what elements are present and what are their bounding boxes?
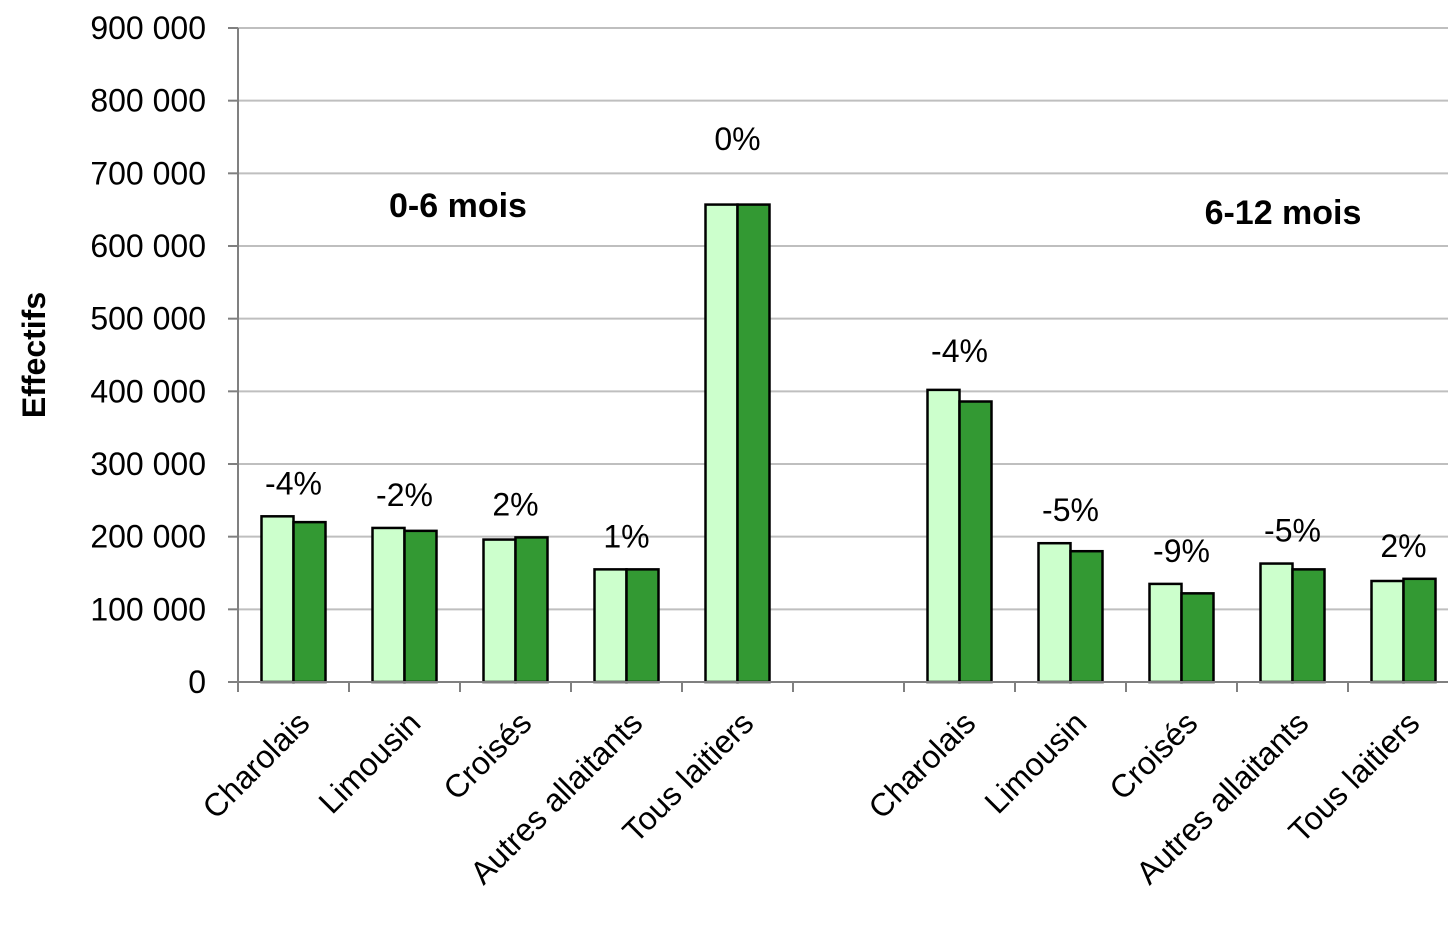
bar <box>1291 568 1326 684</box>
bars <box>260 203 1437 684</box>
bar <box>482 538 517 684</box>
category-label: Limousin <box>977 704 1093 820</box>
bar <box>260 515 295 684</box>
y-axis-title: Effectifs <box>16 292 52 418</box>
y-tick-label: 400 000 <box>90 373 206 409</box>
bar <box>1259 562 1294 684</box>
grid-lines <box>238 27 1448 611</box>
category-label: Charolais <box>195 704 316 825</box>
data-label: -4% <box>931 333 988 369</box>
bar <box>1037 541 1072 684</box>
y-tick-label: 600 000 <box>90 228 206 264</box>
bar <box>625 568 660 684</box>
bar <box>593 568 628 684</box>
bar <box>403 529 438 684</box>
bar <box>1402 577 1437 684</box>
data-label: -4% <box>265 465 322 501</box>
category-label: Limousin <box>311 704 427 820</box>
data-label: -5% <box>1264 513 1321 549</box>
axes <box>237 28 1448 692</box>
data-labels: -4% -2% 2% 1% 0% -4% -5% -9% -5% 2% <box>265 121 1427 569</box>
bar <box>736 203 771 684</box>
category-label: Charolais <box>861 704 982 825</box>
bar <box>1370 579 1405 684</box>
bar <box>1069 549 1104 684</box>
y-axis-ticks: 0 100 000 200 000 300 000 400 000 500 000 600 … <box>90 10 238 700</box>
bar <box>1148 582 1183 684</box>
y-tick-label: 700 000 <box>90 155 206 191</box>
y-tick-label: 200 000 <box>90 519 206 555</box>
y-tick-label: 300 000 <box>90 446 206 482</box>
group-label-6-12-mois: 6-12 mois <box>1205 194 1362 232</box>
y-tick-label: 100 000 <box>90 591 206 627</box>
bar <box>292 520 327 684</box>
bar <box>926 388 961 684</box>
category-label: Croisés <box>436 704 538 806</box>
data-label: -9% <box>1153 533 1210 569</box>
bar <box>371 526 406 684</box>
y-tick-label: 800 000 <box>90 83 206 119</box>
data-label: -2% <box>376 477 433 513</box>
y-tick-label: 900 000 <box>90 10 206 46</box>
bar <box>1180 592 1215 684</box>
group-label-0-6-mois: 0-6 mois <box>389 187 527 225</box>
data-label: 2% <box>492 486 538 522</box>
data-label: 1% <box>603 518 649 554</box>
data-label: 2% <box>1380 528 1426 564</box>
y-tick-label: 500 000 <box>90 301 206 337</box>
bar <box>514 536 549 684</box>
data-label: -5% <box>1042 492 1099 528</box>
category-label: Croisés <box>1102 704 1204 806</box>
bar <box>958 400 993 684</box>
data-label: 0% <box>714 121 760 157</box>
bar <box>704 203 739 684</box>
y-tick-label: 0 <box>188 664 206 700</box>
